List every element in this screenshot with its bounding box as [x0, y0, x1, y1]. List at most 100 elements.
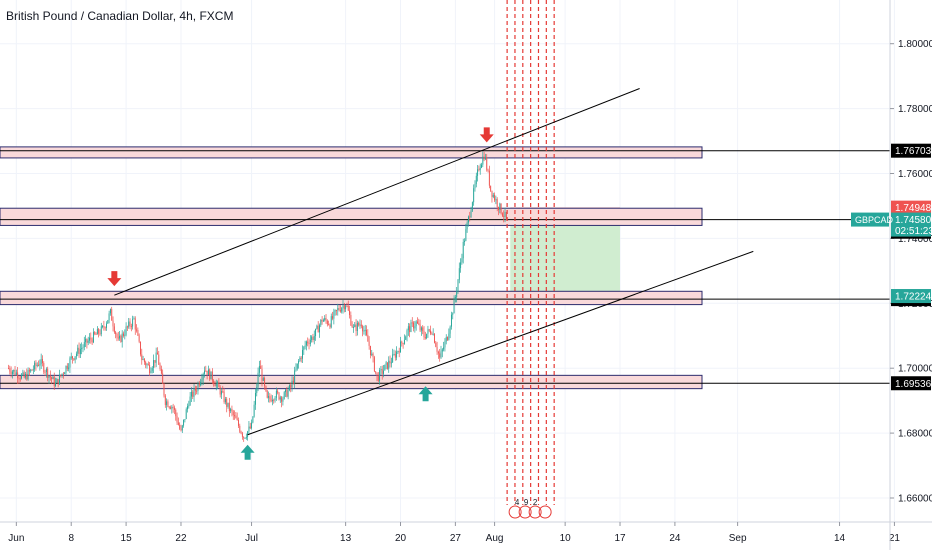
candle-body [503, 215, 505, 217]
candle-body [465, 229, 467, 241]
candle-body [406, 330, 408, 337]
candle-body [159, 364, 161, 370]
candle-body [309, 339, 311, 344]
trendlines[interactable] [114, 88, 754, 436]
candle-body [227, 402, 229, 407]
candle-body [355, 324, 357, 331]
candle-body [441, 349, 443, 352]
candle-body [249, 426, 251, 429]
candle-body [207, 369, 209, 376]
symbol-tag-bg[interactable] [851, 212, 889, 227]
candle-body [158, 354, 160, 365]
candle-body [130, 325, 132, 327]
candle-body [491, 190, 493, 197]
current-price-tag[interactable] [891, 212, 931, 237]
candle-body [270, 398, 272, 402]
arrow-up-icon[interactable] [418, 386, 433, 402]
cycle-marker-circle [508, 505, 522, 519]
sr-zone[interactable] [0, 146, 703, 159]
candle-body [42, 359, 43, 364]
candle-body [172, 406, 174, 408]
candle-body [444, 341, 446, 348]
arrow-down-icon[interactable] [479, 127, 494, 143]
chart-title: British Pound / Canadian Dollar, 4h, FXC… [6, 9, 234, 23]
candle-body [352, 326, 354, 328]
candle-body [307, 341, 309, 344]
candle-body [398, 351, 400, 353]
x-tick-label: Jul [245, 533, 258, 544]
candle-body [325, 318, 327, 321]
candle-body [401, 341, 403, 344]
candle-body [167, 401, 169, 407]
x-axis[interactable]: Jun 8 15 22 Jul 13 20 27 Aug 10 17 24 Sep 14 21 [0, 521, 932, 544]
candle-body [260, 365, 262, 369]
candle-body [136, 329, 138, 331]
price-axis[interactable]: 1.840001.820001.800001.780001.760001.740… [851, 0, 932, 550]
candle-body [74, 356, 76, 360]
candle-body [102, 326, 104, 328]
signal-arrows[interactable] [107, 127, 494, 460]
candle-body [461, 258, 463, 263]
candle-body [402, 343, 404, 345]
candle-body [248, 426, 250, 432]
x-tick-label: 20 [395, 533, 407, 544]
candle-body [393, 353, 395, 355]
candle-body [79, 349, 81, 355]
support-resistance-zones[interactable] [0, 146, 890, 390]
candle-body [187, 406, 188, 410]
candle-body [274, 397, 276, 401]
candle-body [198, 383, 200, 386]
candle-body [364, 329, 366, 331]
candle-body [141, 354, 143, 360]
sr-zone[interactable] [0, 207, 703, 226]
trendline[interactable] [114, 88, 640, 296]
candle-body [435, 342, 437, 347]
candle-body [400, 341, 401, 353]
candle-body [98, 329, 100, 334]
candle-body [487, 169, 489, 171]
y-tick-label: 1.66000 [898, 494, 932, 505]
arrow-down-icon[interactable] [107, 271, 122, 287]
arrow-up-icon[interactable] [240, 444, 255, 460]
take-profit-area[interactable] [510, 219, 621, 296]
sr-zone[interactable] [0, 374, 703, 390]
position-price-tag: 1.72224 [895, 292, 932, 303]
candle-body [66, 365, 68, 369]
candle-body [124, 334, 126, 336]
candle-body [475, 175, 477, 185]
candle-body [252, 416, 254, 423]
candle-body [45, 368, 47, 373]
candle-body [140, 341, 141, 355]
candle-body [57, 379, 59, 385]
x-tick-label: Jun [8, 533, 24, 544]
candle-body [244, 437, 246, 439]
candle-body [275, 390, 277, 398]
x-tick-label: 17 [614, 533, 626, 544]
candle-body [254, 392, 256, 405]
trendline[interactable] [247, 250, 754, 436]
x-tick-label: 13 [340, 533, 352, 544]
cycle-marker-label: 9 [524, 498, 529, 507]
cycle-marker-circle [528, 505, 542, 519]
candle-body [385, 362, 387, 365]
candle-body [185, 409, 187, 419]
candle-body [439, 353, 441, 358]
candle-body [238, 420, 239, 426]
candle-body [281, 397, 283, 402]
candle-body [245, 437, 247, 439]
position-price-tag: 1.74948 [895, 203, 932, 214]
candle-body [163, 383, 165, 396]
candle-body [294, 370, 296, 383]
candle-body [204, 370, 205, 374]
candle-body [132, 318, 134, 327]
sr-zone[interactable] [0, 290, 703, 306]
candle-body [296, 363, 298, 369]
candle-body [285, 389, 286, 393]
candle-body [431, 333, 433, 335]
candle-body [119, 335, 121, 339]
candle-body [424, 337, 426, 339]
candle-body [154, 360, 156, 363]
candle-body [142, 358, 144, 360]
